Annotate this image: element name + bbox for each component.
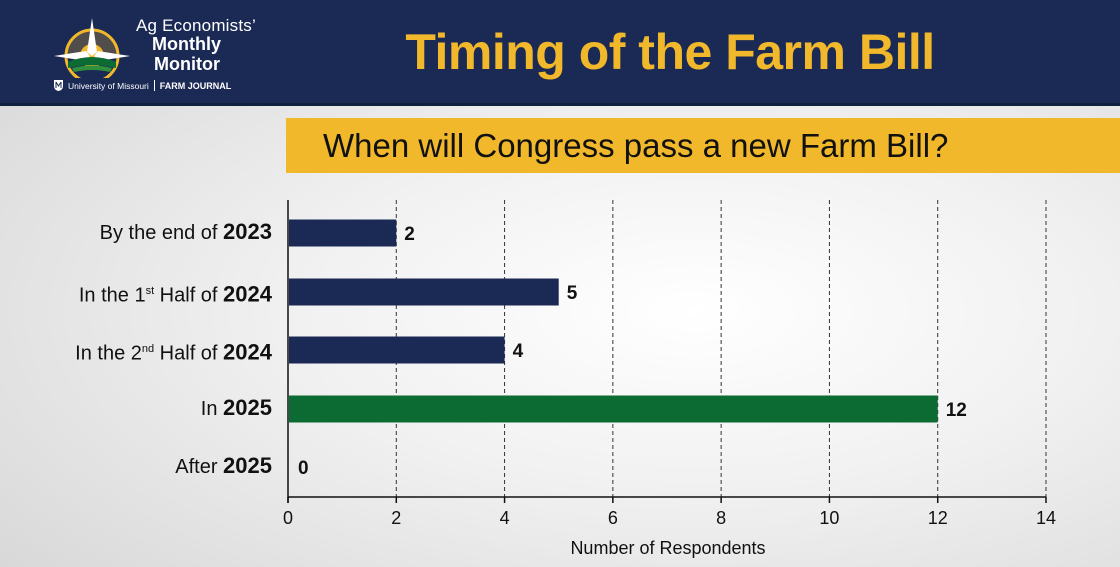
category-label-2: In the 1st Half of 2024 (78, 281, 272, 307)
category-label-3: In the 2nd Half of 2024 (75, 339, 272, 365)
logo-partners: University of Missouri FARM JOURNAL (54, 80, 231, 91)
bar-2 (289, 278, 559, 306)
category-label-5: After 2025 (175, 453, 272, 479)
x-tick-label-2: 2 (391, 508, 401, 528)
question-banner: When will Congress pass a new Farm Bill? (286, 118, 1120, 173)
bar-1 (289, 219, 397, 247)
university-shield-icon (54, 80, 63, 91)
x-tick-label-6: 6 (608, 508, 618, 528)
x-axis-title: Number of Respondents (570, 538, 766, 558)
partner-farm-journal: FARM JOURNAL (159, 80, 232, 91)
category-label-4: In 2025 (200, 395, 272, 421)
partner-university-of-missouri: University of Missouri (68, 80, 149, 91)
bar-value-label-3: 4 (513, 341, 524, 362)
x-tick-label-4: 4 (500, 508, 510, 528)
x-tick-label-8: 8 (716, 508, 726, 528)
bar-value-label-2: 5 (567, 283, 578, 304)
x-tick-label-14: 14 (1036, 508, 1056, 528)
partner-divider (153, 80, 155, 91)
bar-value-label-4: 12 (946, 400, 967, 421)
x-tick-label-0: 0 (283, 508, 293, 528)
bar-value-label-5: 0 (298, 458, 309, 479)
bar-value-label-1: 2 (404, 224, 415, 245)
logo-line1: Ag Economists’ (136, 16, 256, 35)
category-label-1: By the end of 2023 (99, 219, 272, 245)
ag-economists-monthly-monitor-logo: Ag Economists’ Monthly Monitor Universit… (44, 10, 256, 96)
logo-line3: Monitor (154, 54, 220, 74)
bar-3 (289, 336, 505, 364)
x-tick-label-12: 12 (928, 508, 948, 528)
x-tick-label-10: 10 (819, 508, 839, 528)
sunrise-compass-icon (54, 18, 130, 78)
question-text: When will Congress pass a new Farm Bill? (323, 127, 949, 164)
header-bar: Ag Economists’ Monthly Monitor Universit… (0, 0, 1120, 106)
bar-4 (289, 395, 938, 423)
page-title: Timing of the Farm Bill (405, 24, 935, 80)
logo-line2: Monthly (152, 34, 221, 54)
